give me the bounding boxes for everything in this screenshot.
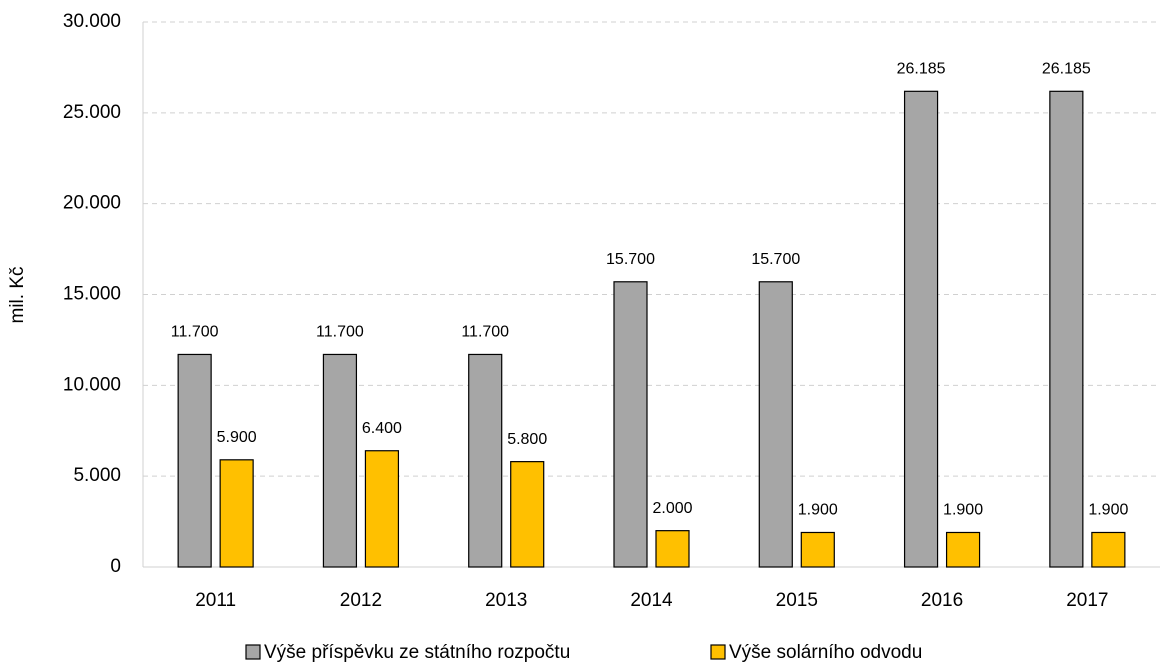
y-tick-label: 25.000 [63,102,121,123]
bar [903,90,939,568]
y-tick-label: 20.000 [63,193,121,214]
bar [468,353,503,568]
value-label: 15.700 [751,251,800,268]
bar [945,531,981,568]
y-tick-label: 15.000 [63,284,121,305]
bar [322,353,358,568]
y-tick-label: 10.000 [63,374,121,395]
legend-label: Výše příspěvku ze státního rozpočtu [264,642,570,662]
x-tick-label: 2014 [630,590,673,611]
bar [1091,531,1126,568]
bar [613,281,648,568]
bar [364,450,400,568]
bar [219,459,254,568]
legend-swatch [710,644,726,660]
bar [800,531,835,568]
x-tick-label: 2013 [485,590,527,611]
x-tick-label: 2012 [340,590,382,611]
x-tick-label: 2017 [1066,590,1108,611]
value-label: 15.700 [606,251,655,268]
value-label: 1.900 [798,502,838,519]
y-tick-label: 0 [110,556,121,577]
value-label: 6.400 [362,420,402,437]
bar [1049,90,1084,568]
value-label: 1.900 [1088,502,1128,519]
value-label: 5.800 [507,431,547,448]
x-tick-label: 2016 [921,590,963,611]
legend-label: Výše solárního odvodu [729,642,922,662]
value-label: 26.185 [897,61,946,78]
value-label: 26.185 [1042,61,1091,78]
legend-swatch [245,644,261,660]
value-label: 5.900 [217,429,257,446]
y-axis-label: mil. Kč [7,267,28,324]
bar [177,353,212,568]
value-label: 1.900 [943,502,983,519]
x-tick-label: 2011 [195,590,236,611]
value-label: 2.000 [652,500,692,517]
value-label: 11.700 [461,324,509,341]
bar [655,530,690,568]
value-label: 11.700 [171,324,219,341]
y-tick-label: 5.000 [73,465,121,486]
bar [510,461,545,568]
bar [758,281,793,568]
value-label: 11.700 [316,324,364,341]
y-tick-label: 30.000 [63,11,121,32]
x-tick-label: 2015 [776,590,818,611]
